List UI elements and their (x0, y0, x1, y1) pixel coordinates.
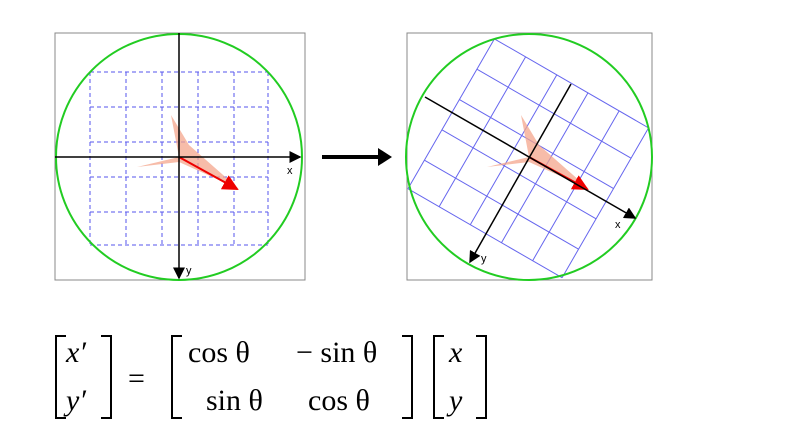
equals: = (128, 362, 145, 395)
matrix-entry: cos θ (308, 384, 370, 417)
lhs-entry: x′ (65, 336, 86, 369)
right-panel: x y (405, 32, 653, 281)
rhs-entry: x (448, 336, 463, 369)
matrix-entry: cos θ (188, 336, 250, 369)
matrix-entry: − sin θ (296, 336, 377, 369)
y-axis (469, 83, 572, 264)
x-label: x (615, 219, 621, 231)
x-label: x (287, 165, 293, 177)
transform-arrowhead (378, 148, 392, 166)
rhs-entry: y (446, 384, 463, 417)
y-label: y (481, 253, 487, 265)
y-label: y (186, 265, 192, 277)
circle (405, 33, 653, 281)
equation (55, 335, 487, 419)
left-panel: x y (54, 32, 306, 281)
lhs-entry: y′ (63, 384, 86, 417)
matrix-entry: sin θ (206, 384, 263, 417)
